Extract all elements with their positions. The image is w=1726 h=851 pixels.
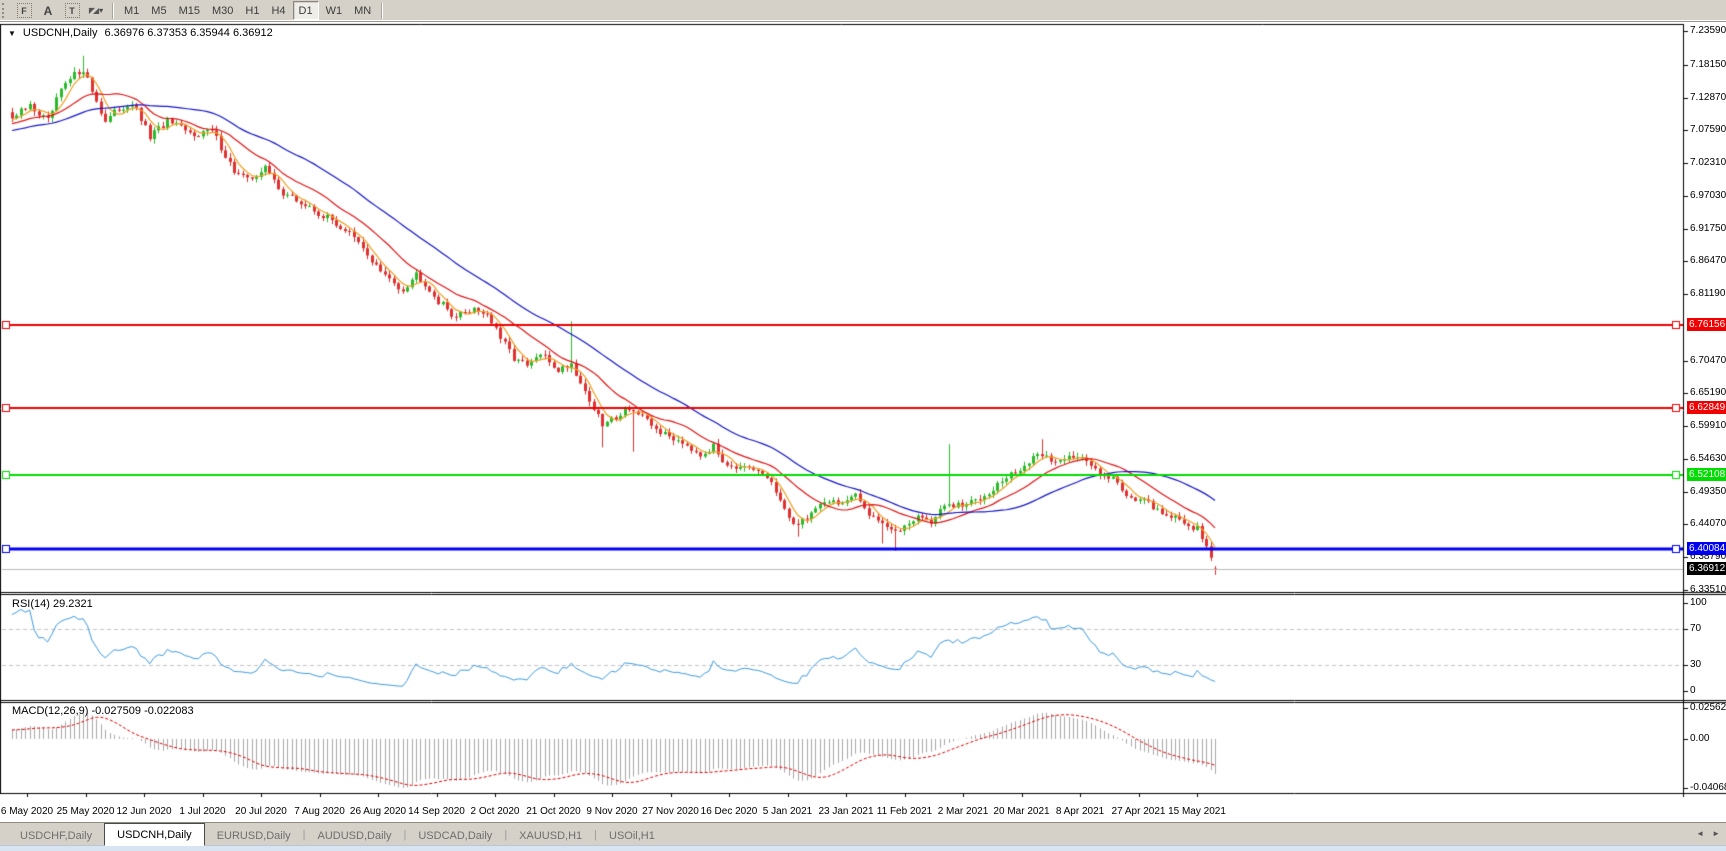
template-f-icon-glyph: F (16, 3, 32, 18)
tab-separator: | (302, 828, 306, 841)
text-box-icon[interactable]: T (60, 2, 84, 19)
price-tick-label: 7.02310 (1690, 157, 1726, 169)
chart-window: ▼ USDCNH,Daily 6.36976 6.37353 6.35944 6… (0, 22, 1726, 822)
date-tick-label: 6 May 2020 (0, 806, 54, 817)
price-tick-label: 7.07590 (1690, 124, 1726, 136)
price-tick-label: 6.91750 (1690, 222, 1726, 234)
price-tick-label: 6.33510 (1690, 584, 1726, 595)
bid-price-label: 6.36912 (1687, 562, 1726, 575)
price-tick-label: 7.23590 (1690, 25, 1726, 36)
tab-scroll: ◄ ► (1696, 829, 1720, 838)
status-strip (0, 845, 1726, 851)
timeframe-button-d1[interactable]: D1 (292, 1, 319, 20)
chart-canvas[interactable] (0, 22, 1726, 822)
timeframe-button-h1[interactable]: H1 (245, 4, 260, 17)
date-tick-label: 5 Jan 2021 (762, 806, 813, 817)
tab-scroll-left-icon[interactable]: ◄ (1696, 829, 1705, 838)
text-label-icon-glyph: A (43, 3, 53, 18)
rsi-axis-label: 30 (1690, 658, 1702, 670)
date-tick-label: 25 May 2020 (56, 806, 115, 817)
date-tick-label: 21 Oct 2020 (526, 806, 581, 817)
macd-axis-label: 0.025623 (1690, 702, 1726, 713)
rsi-axis-label: 70 (1690, 623, 1702, 635)
timeframe-group: M1 M5 M15 M30 H1 H4 D1 W1 MN (118, 1, 377, 20)
price-tick-label: 6.86470 (1690, 255, 1726, 267)
price-tick-label: 6.81190 (1690, 288, 1726, 300)
tab-audusd[interactable]: AUDUSD,Daily (317, 830, 392, 842)
macd-label: MACD(12,26,9) -0.027509 -0.022083 (12, 705, 194, 717)
macd-axis-label: 0.00 (1690, 732, 1710, 744)
chart-collapse-icon[interactable]: ▼ (8, 28, 16, 38)
price-tick-label: 6.70470 (1690, 354, 1726, 366)
text-box-icon-glyph: T (64, 3, 80, 18)
chart-symbol: USDCNH,Daily (22, 27, 98, 39)
price-tick-label: 6.38790 (1690, 551, 1726, 563)
hline-price-label[interactable]: 6.40084 (1687, 542, 1726, 555)
date-tick-label: 8 Apr 2021 (1055, 806, 1105, 817)
timeframe-button-m1[interactable]: M1 (124, 4, 140, 17)
toolbar: F A T ◤◢ ▾ M1 M5 M15 M30 H1 H4 D1 W1 MN (0, 0, 1726, 22)
arrows-tool-icon[interactable]: ◤◢ ▾ (84, 2, 108, 19)
hline-price-label[interactable]: 6.76156 (1687, 318, 1726, 331)
date-tick-label: 12 Jun 2020 (116, 806, 172, 817)
hline-price-label[interactable]: 6.62849 (1687, 401, 1726, 414)
price-tick-label: 7.12870 (1690, 91, 1726, 103)
price-tick-label: 6.59910 (1690, 420, 1726, 432)
date-tick-label: 26 Aug 2020 (349, 806, 407, 817)
date-tick-label: 2 Oct 2020 (470, 806, 520, 817)
tab-separator: | (403, 828, 407, 841)
price-tick-label: 6.44070 (1690, 518, 1726, 530)
toolbar-separator (381, 2, 384, 19)
tab-usdcad[interactable]: USDCAD,Daily (418, 830, 493, 842)
tab-separator: | (504, 828, 508, 841)
date-tick-label: 27 Apr 2021 (1111, 806, 1166, 817)
price-tick-label: 6.54630 (1690, 452, 1726, 464)
toolbar-separator (112, 2, 114, 19)
date-tick-label: 2 Mar 2021 (937, 806, 989, 817)
rsi-axis-label: 100 (1690, 597, 1707, 608)
text-label-icon[interactable]: A (36, 2, 60, 19)
timeframe-button-m30[interactable]: M30 (211, 4, 234, 17)
price-tick-label: 6.97030 (1690, 189, 1726, 201)
date-tick-label: 7 Aug 2020 (294, 806, 345, 817)
tab-usdchf[interactable]: USDCHF,Daily (20, 830, 93, 842)
tab-usoil[interactable]: USOil,H1 (609, 830, 655, 842)
date-tick-label: 23 Jan 2021 (818, 806, 874, 817)
tab-scroll-right-icon[interactable]: ► (1712, 829, 1720, 838)
toolbar-grip[interactable] (2, 3, 8, 18)
timeframe-button-m15[interactable]: M15 (178, 4, 200, 17)
rsi-label: RSI(14) 29.2321 (12, 598, 93, 610)
price-tick-label: 7.18150 (1690, 58, 1726, 70)
date-tick-label: 14 Sep 2020 (408, 806, 465, 817)
tab-usdcnh[interactable]: USDCNH,Daily (104, 823, 205, 846)
tab-xauusd[interactable]: XAUUSD,H1 (519, 830, 583, 842)
tab-separator: | (594, 828, 597, 841)
template-f-icon[interactable]: F (12, 2, 36, 19)
chevron-down-icon: ▾ (99, 6, 104, 15)
chart-ohlc: 6.36976 6.37353 6.35944 6.36912 (104, 27, 273, 39)
arrows-tool-icon-glyph: ◤◢ (88, 6, 99, 15)
rsi-axis-label: 0 (1690, 685, 1696, 696)
timeframe-button-mn[interactable]: MN (354, 4, 372, 17)
date-tick-label: 15 May 2021 (1168, 806, 1226, 817)
price-tick-label: 6.65190 (1690, 387, 1726, 399)
timeframe-button-w1[interactable]: W1 (325, 4, 343, 17)
date-tick-label: 20 Mar 2021 (993, 806, 1050, 817)
price-tick-label: 6.49350 (1690, 485, 1726, 497)
date-tick-label: 9 Nov 2020 (586, 806, 638, 817)
date-tick-label: 16 Dec 2020 (700, 806, 758, 817)
hline-price-label[interactable]: 6.52108 (1687, 468, 1726, 481)
macd-axis-label: -0.040687 (1690, 782, 1726, 793)
tabs-holder: USDCHF,Daily USDCNH,Daily EURUSD,Daily | AUD… (8, 823, 667, 846)
date-tick-label: 1 Jul 2020 (179, 806, 226, 817)
date-tick-label: 11 Feb 2021 (876, 806, 933, 817)
chart-tab-bar: USDCHF,Daily USDCNH,Daily EURUSD,Daily | AUD… (0, 822, 1726, 846)
timeframe-button-m5[interactable]: M5 (151, 4, 167, 17)
tab-eurusd[interactable]: EURUSD,Daily (216, 830, 291, 842)
date-tick-label: 27 Nov 2020 (642, 806, 699, 817)
date-tick-label: 20 Jul 2020 (235, 806, 287, 817)
timeframe-button-h4[interactable]: H4 (271, 4, 286, 17)
chart-title: ▼ USDCNH,Daily 6.36976 6.37353 6.35944 6… (8, 27, 273, 39)
